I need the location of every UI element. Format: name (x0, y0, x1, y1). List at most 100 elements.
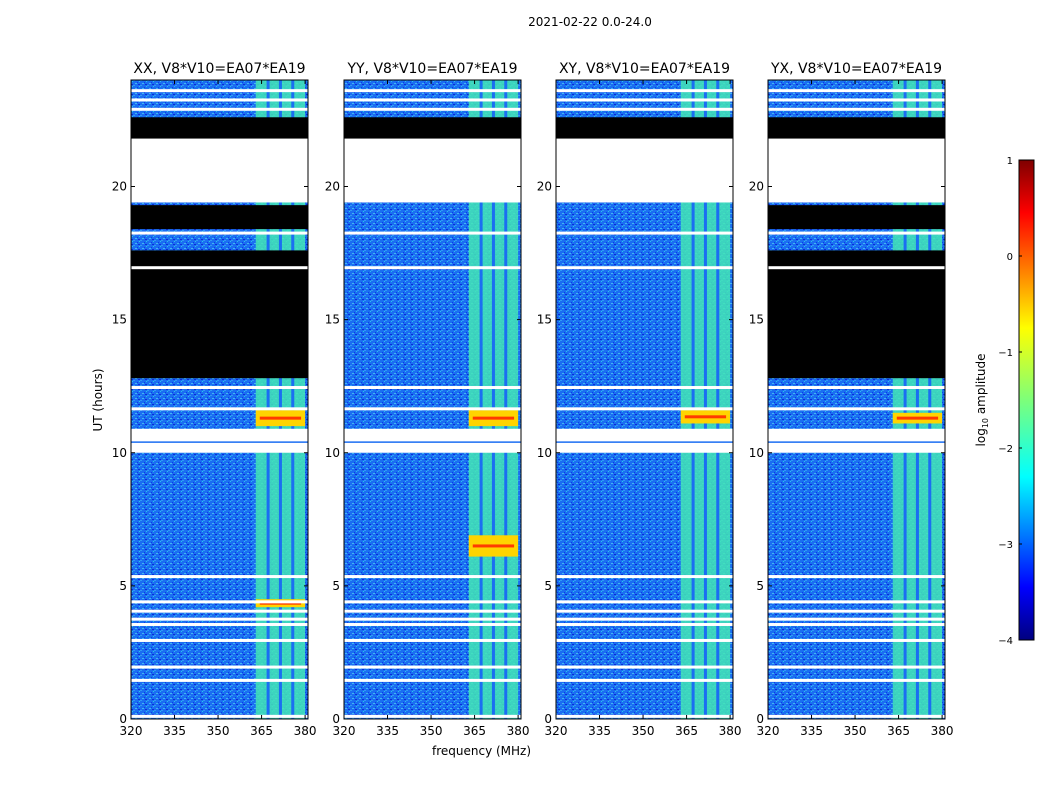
data-gap (131, 266, 308, 270)
data-gap (131, 638, 308, 642)
data-gap (131, 600, 308, 604)
data-gap (768, 622, 945, 626)
flagged-block (768, 250, 945, 379)
y-tick-label: 20 (537, 180, 552, 194)
data-gap (768, 107, 945, 111)
data-gap (131, 575, 308, 579)
data-gap (131, 231, 308, 235)
colorbar-tick-label: −1 (998, 348, 1013, 359)
data-gap (131, 714, 308, 718)
data-gap (556, 622, 733, 626)
flagged-block (131, 250, 308, 379)
panel-title: XY, V8*V10=EA07*EA19 (559, 61, 730, 77)
data-gap (556, 665, 733, 669)
data-gap (768, 609, 945, 613)
panel-title: YY, V8*V10=EA07*EA19 (346, 61, 517, 77)
y-tick-label: 5 (756, 579, 764, 593)
x-tick-label: 350 (207, 724, 230, 738)
panel-1: XX, V8*V10=EA07*EA19 320 335 350 365 380 0 5 10 1… (112, 61, 317, 738)
x-tick-label: 365 (887, 724, 910, 738)
colorbar-tick-label: 0 (1007, 252, 1013, 263)
data-gap (344, 609, 521, 613)
y-tick-label: 15 (112, 313, 127, 327)
data-gap-block (556, 428, 733, 453)
band-channel-edge (504, 80, 508, 719)
data-gap (131, 617, 308, 621)
x-tick-label: 350 (844, 724, 867, 738)
x-tick-label: 335 (376, 724, 399, 738)
x-tick-label: 350 (632, 724, 655, 738)
data-gap (344, 231, 521, 235)
peak-signal-row (259, 416, 302, 420)
data-gap-block (344, 428, 521, 453)
x-tick-label: 320 (333, 724, 356, 738)
data-gap (344, 678, 521, 682)
data-gap (556, 609, 733, 613)
data-gap (344, 622, 521, 626)
data-gap (344, 617, 521, 621)
panel-3: XY, V8*V10=EA07*EA19 320 335 350 365 380 0 5 10 1… (537, 61, 742, 738)
panel-frame (343, 79, 522, 720)
peak-signal-row (684, 415, 727, 419)
colorbar-scale (1018, 159, 1035, 641)
data-gap (556, 714, 733, 718)
data-gap-block (556, 138, 733, 163)
data-gap-block (131, 138, 308, 163)
data-gap (556, 98, 733, 102)
y-tick-label: 10 (537, 446, 552, 460)
panel-title: XX, V8*V10=EA07*EA19 (133, 61, 305, 77)
x-axis-label: frequency (MHz) (432, 744, 532, 758)
data-gap (131, 89, 308, 93)
x-tick-label: 380 (719, 724, 742, 738)
y-tick-label: 10 (325, 446, 340, 460)
data-gap (556, 89, 733, 93)
x-tick-label: 335 (588, 724, 611, 738)
data-gap-block (768, 428, 945, 453)
panel-2: YY, V8*V10=EA07*EA19 320 335 350 365 380 0 5 10 1… (325, 61, 530, 738)
flagged-block (344, 117, 521, 142)
x-tick-label: 380 (507, 724, 530, 738)
data-gap (344, 386, 521, 390)
data-gap (768, 575, 945, 579)
data-gap (768, 386, 945, 390)
data-gap (768, 407, 945, 411)
panel-4: YX, V8*V10=EA07*EA19 320 335 350 365 380 0 5 10 1… (749, 61, 954, 738)
data-gap (131, 665, 308, 669)
band-channel-edge (491, 80, 495, 719)
band-channel-edge (703, 80, 707, 719)
y-tick-label: 20 (325, 180, 340, 194)
y-tick-label: 0 (544, 712, 552, 726)
data-gap (344, 575, 521, 579)
data-gap (768, 714, 945, 718)
data-gap (131, 622, 308, 626)
flagged-block (131, 205, 308, 230)
x-tick-label: 380 (931, 724, 954, 738)
band-channel-edge (291, 80, 295, 719)
data-gap (556, 107, 733, 111)
data-gap (768, 678, 945, 682)
y-tick-label: 15 (537, 313, 552, 327)
peak-signal-row (896, 416, 939, 420)
x-tick-label: 320 (120, 724, 143, 738)
data-gap (344, 407, 521, 411)
y-tick-label: 5 (544, 579, 552, 593)
data-gap (344, 665, 521, 669)
x-tick-label: 335 (800, 724, 823, 738)
peak-signal-row (472, 416, 515, 420)
data-gap (768, 266, 945, 270)
data-gap (768, 231, 945, 235)
flagged-block (556, 117, 733, 142)
data-gap (556, 638, 733, 642)
data-gap (131, 107, 308, 111)
colorbar-tick-label: −2 (998, 444, 1013, 455)
data-gap (131, 609, 308, 613)
data-gap (344, 107, 521, 111)
panel-frame (130, 79, 309, 720)
data-gap (556, 231, 733, 235)
y-tick-label: 5 (332, 579, 340, 593)
data-gap (556, 600, 733, 604)
x-tick-label: 335 (163, 724, 186, 738)
flagged-block (768, 117, 945, 142)
data-gap (131, 386, 308, 390)
